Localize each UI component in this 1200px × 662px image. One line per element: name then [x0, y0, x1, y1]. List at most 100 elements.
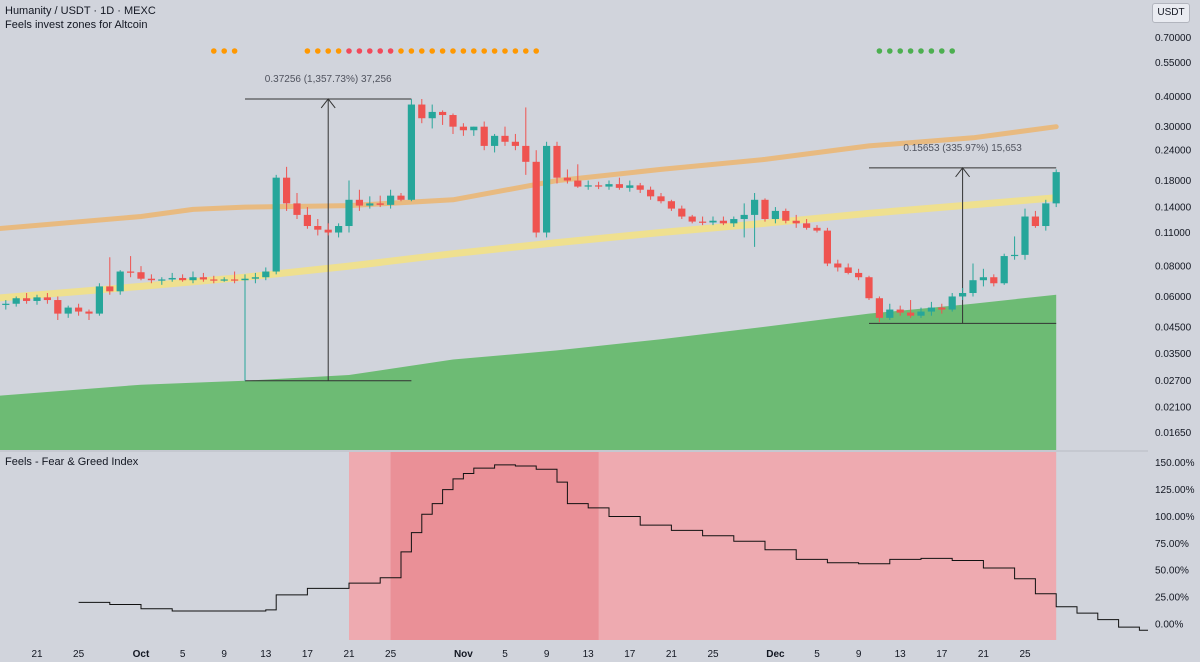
candle-body	[688, 216, 696, 222]
candle	[761, 198, 769, 222]
time-axis-label: 21	[666, 649, 678, 660]
candle	[210, 275, 218, 284]
price-axis-label: 0.30000	[1155, 122, 1192, 133]
candle-body	[23, 298, 31, 301]
candle	[283, 166, 291, 211]
candle	[168, 272, 176, 282]
price-axis-label: 0.02700	[1155, 376, 1192, 387]
price-axis-label: 0.06000	[1155, 292, 1192, 303]
candle	[709, 216, 717, 226]
candle	[314, 219, 322, 236]
candle-body	[636, 185, 644, 190]
candle-body	[969, 280, 977, 294]
candle-body	[657, 196, 665, 202]
candle	[251, 272, 259, 284]
signal-dot-red	[377, 48, 384, 54]
candle-body	[251, 277, 259, 279]
candle-body	[886, 309, 894, 318]
candle-body	[751, 199, 759, 215]
candle-body	[491, 135, 499, 146]
signal-dot-orange	[419, 48, 425, 54]
candle	[293, 192, 301, 220]
price-axis-label: 0.08000	[1155, 262, 1192, 273]
symbol-title[interactable]: Humanity / USDT · 1D · MEXC	[5, 5, 156, 17]
candle-body	[137, 272, 145, 279]
candle	[667, 199, 675, 211]
candle-body	[740, 214, 748, 220]
candle	[241, 274, 249, 381]
signal-dot-orange	[481, 48, 488, 54]
candle-body	[553, 145, 561, 178]
candle-body	[917, 311, 925, 316]
candle-body	[501, 135, 509, 142]
candle	[543, 141, 551, 238]
time-axis-label: 25	[1019, 649, 1031, 660]
candle	[272, 174, 280, 275]
candle-body	[470, 126, 478, 131]
candle-body	[855, 272, 863, 278]
candle	[387, 189, 395, 209]
candle	[397, 192, 405, 202]
candle	[158, 277, 166, 285]
candle-body	[428, 111, 436, 119]
candle-body	[439, 111, 447, 116]
candle	[179, 274, 187, 282]
candle	[147, 274, 155, 284]
candle-body	[293, 203, 301, 215]
price-unit-badge[interactable]: USDT	[1152, 3, 1190, 23]
time-axis-label: 17	[936, 649, 948, 660]
time-axis-label: 17	[624, 649, 636, 660]
candle-body	[522, 145, 530, 162]
candle-body	[563, 177, 571, 181]
candle-body	[54, 300, 62, 314]
candle-body	[844, 267, 852, 273]
candle-body	[896, 309, 904, 313]
time-axis-label: 5	[814, 649, 820, 660]
measure-arrow-head	[320, 98, 336, 109]
fear-greed-title[interactable]: Feels - Fear & Greed Index	[5, 456, 139, 468]
time-axis-label: 21	[978, 649, 990, 660]
candle-body	[387, 195, 395, 205]
candle-body	[1031, 216, 1039, 227]
index-axis-label: 50.00%	[1155, 566, 1189, 577]
candle-body	[667, 201, 675, 209]
candle	[979, 268, 987, 287]
signal-dot-green	[949, 48, 955, 54]
candle-body	[418, 104, 426, 119]
ma-orange-line	[0, 124, 1059, 231]
candle-body	[574, 180, 582, 187]
time-axis-label: 5	[180, 649, 186, 660]
candle	[459, 123, 467, 136]
price-axis-label: 0.24000	[1155, 146, 1192, 157]
candle-body	[75, 307, 83, 312]
candle	[917, 307, 925, 318]
candle	[782, 208, 790, 224]
candle	[823, 227, 831, 267]
time-axis-label: 9	[544, 649, 550, 660]
candle-body	[262, 271, 270, 278]
price-axis-label: 0.01650	[1155, 428, 1192, 439]
indicator-name[interactable]: Feels invest zones for Altcoin	[5, 19, 148, 31]
candle	[865, 275, 873, 301]
candle	[2, 300, 10, 310]
candle-body	[813, 227, 821, 231]
candle-body	[865, 277, 873, 299]
signal-dot-orange	[460, 48, 467, 54]
candle	[907, 300, 915, 318]
candle	[501, 126, 509, 146]
candle-body	[1021, 216, 1029, 255]
price-axis-label: 0.11000	[1155, 228, 1191, 239]
signal-dot-orange	[533, 48, 539, 54]
candle-body	[948, 296, 956, 310]
index-axis-label: 150.00%	[1155, 458, 1195, 469]
candle	[948, 293, 956, 312]
candle	[855, 268, 863, 281]
price-axis-label: 0.03500	[1155, 349, 1192, 360]
candle-body	[95, 286, 103, 314]
candle-body	[699, 221, 707, 223]
candle	[407, 98, 415, 202]
candle-body	[719, 220, 727, 224]
time-axis-label: 5	[502, 649, 508, 660]
